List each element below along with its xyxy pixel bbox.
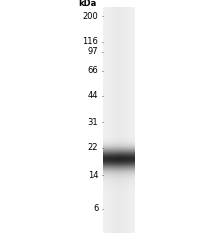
Text: 14: 14 bbox=[88, 171, 98, 180]
Bar bbox=[103, 7, 134, 233]
Text: kDa: kDa bbox=[78, 0, 96, 8]
Text: 31: 31 bbox=[88, 118, 98, 127]
Text: 116: 116 bbox=[83, 37, 98, 47]
Text: 22: 22 bbox=[88, 143, 98, 152]
Text: 6: 6 bbox=[93, 204, 98, 213]
Text: 97: 97 bbox=[88, 47, 98, 56]
Text: 200: 200 bbox=[83, 12, 98, 21]
Text: 66: 66 bbox=[87, 66, 98, 75]
Text: 44: 44 bbox=[88, 91, 98, 101]
